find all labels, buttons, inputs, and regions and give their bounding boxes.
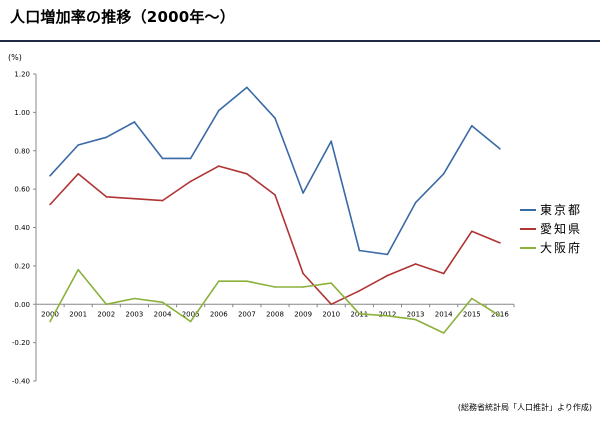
data-point-osaka bbox=[133, 297, 136, 300]
y-tick-label: 0.40 bbox=[14, 224, 30, 232]
data-point-tokyo bbox=[330, 140, 333, 142]
data-point-tokyo bbox=[471, 125, 473, 127]
y-tick-label: 0.60 bbox=[14, 186, 30, 194]
data-point-osaka bbox=[471, 297, 473, 300]
data-point-aichi bbox=[330, 303, 333, 306]
legend-swatch-osaka bbox=[520, 246, 536, 249]
y-tick-label: -0.20 bbox=[12, 339, 30, 347]
data-point-osaka bbox=[414, 318, 417, 321]
data-point-osaka bbox=[49, 320, 51, 323]
data-point-tokyo bbox=[358, 249, 361, 252]
legend-item-osaka: 大阪府 bbox=[520, 238, 582, 257]
data-point-aichi bbox=[246, 172, 248, 175]
source-note: (総務省統計局「人口推計」より作成) bbox=[457, 403, 592, 412]
x-tick-label: 2012 bbox=[379, 310, 397, 318]
x-tick-label: 2016 bbox=[491, 310, 509, 318]
y-tick-label: 1.20 bbox=[14, 71, 30, 79]
x-tick-label: 2013 bbox=[407, 310, 425, 318]
title-divider bbox=[0, 40, 600, 42]
x-tick-label: 2009 bbox=[294, 310, 312, 318]
x-tick-label: 2008 bbox=[266, 310, 284, 318]
data-point-osaka bbox=[386, 314, 389, 317]
y-tick-label: 0.00 bbox=[14, 301, 30, 309]
data-point-osaka bbox=[358, 313, 361, 315]
data-point-aichi bbox=[105, 196, 108, 198]
data-point-tokyo bbox=[217, 109, 220, 112]
x-tick-label: 2001 bbox=[69, 310, 87, 318]
data-point-osaka bbox=[77, 268, 79, 271]
data-point-aichi bbox=[499, 242, 501, 244]
x-tick-label: 2015 bbox=[463, 310, 481, 318]
data-point-tokyo bbox=[133, 121, 136, 123]
x-tick-label: 2005 bbox=[182, 310, 200, 318]
data-point-tokyo bbox=[442, 172, 445, 175]
legend-label-osaka: 大阪府 bbox=[540, 241, 583, 255]
data-point-aichi bbox=[471, 230, 473, 233]
x-tick-label: 2014 bbox=[435, 310, 453, 318]
y-tick-labels: 1.20 1.00 0.80 0.60 0.40 0.20 0.00 -0.20 -0.40 bbox=[12, 71, 30, 386]
data-point-osaka bbox=[246, 280, 248, 283]
data-point-osaka bbox=[302, 286, 304, 288]
data-point-aichi bbox=[77, 172, 79, 175]
x-tick-labels: 2000 2001 2002 2003 2004 2005 2006 2007 2008 2009… bbox=[41, 310, 509, 318]
y-unit-label: (%) bbox=[8, 53, 22, 62]
data-point-osaka bbox=[105, 303, 108, 306]
data-point-tokyo bbox=[49, 174, 51, 177]
x-tick-label: 2007 bbox=[238, 310, 256, 318]
series-line-tokyo bbox=[49, 86, 501, 256]
data-point-aichi bbox=[274, 194, 276, 196]
legend-item-aichi: 愛知県 bbox=[520, 219, 582, 238]
legend-swatch-tokyo bbox=[520, 208, 536, 211]
data-point-aichi bbox=[414, 263, 417, 265]
data-point-tokyo bbox=[105, 136, 108, 139]
x-tick-label: 2004 bbox=[154, 310, 172, 318]
data-point-aichi bbox=[442, 272, 445, 275]
y-tick-label: 1.00 bbox=[14, 109, 30, 117]
data-point-tokyo bbox=[189, 157, 192, 160]
data-point-tokyo bbox=[499, 148, 501, 150]
data-point-tokyo bbox=[274, 117, 276, 119]
data-point-osaka bbox=[442, 332, 445, 334]
x-tick-label: 2006 bbox=[210, 310, 228, 318]
data-point-osaka bbox=[330, 282, 333, 284]
x-tick-label: 2000 bbox=[41, 310, 59, 318]
data-point-aichi bbox=[49, 203, 51, 206]
data-point-aichi bbox=[302, 272, 304, 275]
chart-title: 人口増加率の推移（2000年〜） bbox=[10, 8, 235, 26]
data-point-aichi bbox=[189, 180, 192, 183]
y-tick-label: -0.40 bbox=[12, 378, 30, 386]
legend-swatch-aichi bbox=[520, 227, 536, 230]
series-line-osaka bbox=[49, 268, 501, 334]
x-tick-label: 2002 bbox=[97, 310, 115, 318]
legend-label-aichi: 愛知県 bbox=[540, 222, 583, 236]
legend-item-tokyo: 東京都 bbox=[520, 200, 582, 219]
data-point-tokyo bbox=[246, 86, 248, 89]
chart-series bbox=[49, 86, 501, 334]
data-point-aichi bbox=[133, 197, 136, 200]
data-point-osaka bbox=[189, 320, 192, 323]
y-tick-label: 0.80 bbox=[14, 147, 30, 155]
data-point-osaka bbox=[217, 280, 220, 283]
data-point-tokyo bbox=[77, 144, 79, 146]
data-point-aichi bbox=[358, 290, 361, 292]
data-point-tokyo bbox=[161, 157, 164, 160]
series-line-aichi bbox=[49, 165, 501, 306]
data-point-tokyo bbox=[302, 192, 304, 194]
y-tick-label: 0.20 bbox=[14, 262, 30, 270]
data-point-tokyo bbox=[386, 253, 389, 256]
x-tick-label: 2003 bbox=[125, 310, 143, 318]
chart-legend: 東京都 愛知県 大阪府 bbox=[520, 200, 582, 257]
data-point-osaka bbox=[274, 286, 276, 288]
data-point-aichi bbox=[386, 274, 389, 277]
data-point-tokyo bbox=[414, 201, 417, 204]
data-point-osaka bbox=[161, 301, 164, 304]
data-point-osaka bbox=[499, 314, 501, 317]
x-tick-label: 2010 bbox=[322, 310, 340, 318]
data-point-aichi bbox=[161, 199, 164, 202]
legend-label-tokyo: 東京都 bbox=[540, 203, 583, 217]
chart-axes bbox=[33, 73, 515, 382]
data-point-aichi bbox=[217, 165, 220, 167]
